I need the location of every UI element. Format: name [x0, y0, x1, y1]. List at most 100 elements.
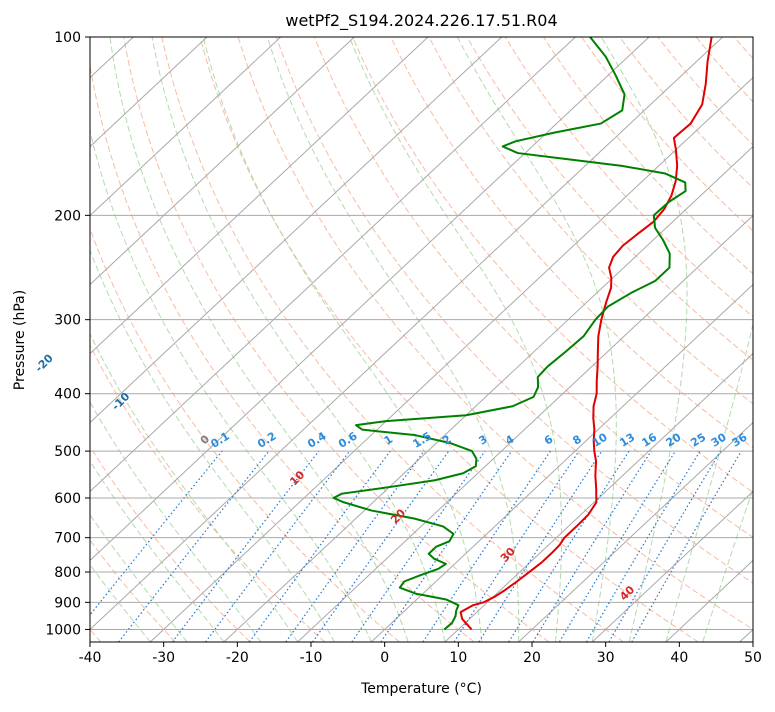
moist-adiabat — [109, 37, 409, 642]
mixing-ratio-line — [585, 450, 701, 642]
moist-adiabat — [665, 321, 753, 642]
mixing-ratio-lines — [90, 450, 742, 642]
y-tick-label: 300 — [54, 313, 81, 329]
x-tick-label: 20 — [523, 650, 541, 666]
x-tick-label: 0 — [380, 650, 389, 666]
mixing-ratio-line — [351, 450, 486, 642]
dry-adiabat — [275, 37, 753, 584]
dry-adiabat — [695, 37, 753, 103]
mixing-ratio-label: 2 — [440, 433, 453, 448]
isotherm — [90, 37, 724, 631]
y-tick-label: 600 — [54, 491, 81, 507]
isotherm — [90, 37, 355, 286]
x-axis-label: Temperature (°C) — [360, 681, 482, 697]
isotherm — [0, 37, 60, 642]
dry-adiabat — [352, 37, 753, 493]
isotherm — [223, 145, 753, 642]
dry-adiabat-label: 20 — [388, 506, 408, 526]
mixing-ratio-label: 36 — [730, 430, 750, 449]
mixing-ratio-line — [631, 450, 742, 642]
mixing-ratio-label: 3 — [476, 433, 489, 448]
mixing-ratio-line — [248, 450, 391, 642]
dry-adiabat — [504, 37, 753, 318]
moist-adiabat — [90, 332, 299, 642]
mixing-ratio-label: 0.6 — [336, 429, 360, 451]
chart-title: wetPf2_S194.2024.226.17.51.R04 — [285, 11, 557, 31]
isotherm — [518, 421, 753, 642]
mixing-ratio-label: 0.4 — [305, 429, 329, 451]
isotherm — [90, 37, 650, 562]
dry-adiabat — [90, 539, 176, 642]
isotherm — [370, 283, 753, 642]
y-tick-label: 700 — [54, 531, 81, 547]
mixing-ratio-label: 20 — [664, 430, 684, 449]
profiles — [332, 37, 713, 631]
dry-adiabat — [90, 445, 251, 642]
mixing-ratio-line — [118, 450, 270, 642]
y-tick-label: 800 — [54, 565, 81, 581]
y-tick-label: 100 — [54, 30, 81, 46]
isotherm — [90, 37, 208, 148]
dry-adiabat — [428, 37, 753, 405]
isotherm — [90, 37, 282, 217]
y-tick-label: 900 — [54, 595, 81, 611]
mixing-ratio-line — [285, 450, 425, 642]
moist-adiabat — [90, 401, 262, 642]
moist-adiabat — [600, 37, 688, 642]
moist-adiabat — [90, 460, 225, 642]
plot-frame — [89, 36, 754, 643]
mixing-ratio-line — [90, 450, 223, 616]
axes: -40 -30 -20 -10 0 10 20 30 40 50 100 200 300 400 500 60… — [45, 30, 762, 666]
isotherm — [90, 37, 429, 355]
mixing-ratio-label: 13 — [617, 431, 637, 450]
dry-adiabat — [161, 37, 624, 642]
moist-adiabat — [348, 37, 563, 642]
temperature-profile — [459, 37, 713, 631]
moist-adiabat — [90, 513, 188, 642]
moist-adiabat — [90, 248, 335, 642]
moist-adiabat — [456, 37, 617, 642]
mixing-ratio-label: 10 — [590, 430, 610, 449]
mixing-ratio-line — [312, 450, 450, 642]
dewpoint-profile — [332, 37, 687, 631]
isotherm — [739, 628, 753, 642]
moist-adiabat — [202, 37, 483, 642]
mixing-ratio-label: 4 — [503, 432, 517, 447]
mixing-ratio-line — [478, 450, 603, 642]
mixing-ratio-label: 30 — [709, 430, 729, 449]
dry-adiabat — [314, 37, 753, 538]
dry-adiabat — [543, 37, 753, 275]
x-tick-label: 30 — [597, 650, 615, 666]
dry-adiabat — [733, 37, 753, 60]
mixing-ratio-line — [608, 450, 722, 642]
dry-adiabat-label: 10 — [287, 468, 307, 488]
isotherm — [665, 559, 753, 642]
dry-adiabat — [90, 344, 326, 642]
mixing-ratio-label: 1.5 — [410, 429, 433, 450]
y-tick-label: 1000 — [45, 622, 81, 638]
mixing-ratio-line — [171, 450, 320, 642]
isotherm — [591, 490, 753, 642]
mixing-ratio-line — [508, 450, 630, 642]
background-lines — [0, 37, 753, 642]
x-tick-label: -10 — [300, 650, 323, 666]
isotherm — [149, 76, 753, 642]
dry-adiabat — [199, 37, 699, 642]
moist-adiabat — [702, 487, 753, 642]
mixing-ratio-label: 1 — [382, 433, 395, 448]
dry-adiabat — [619, 37, 753, 189]
dry-adiabat — [581, 37, 753, 232]
isotherm — [90, 37, 503, 424]
mixing-ratio-line — [422, 450, 551, 642]
mixing-ratio-label: 0.1 — [208, 429, 231, 450]
isotherm — [90, 37, 576, 493]
isotherm — [444, 352, 753, 642]
y-tick-label: 500 — [54, 444, 81, 460]
dry-adiabat — [90, 227, 400, 642]
mixing-ratio-line — [532, 450, 652, 642]
dry-adiabat — [466, 37, 753, 361]
x-tick-label: 40 — [670, 650, 688, 666]
dry-adiabat — [90, 63, 475, 642]
